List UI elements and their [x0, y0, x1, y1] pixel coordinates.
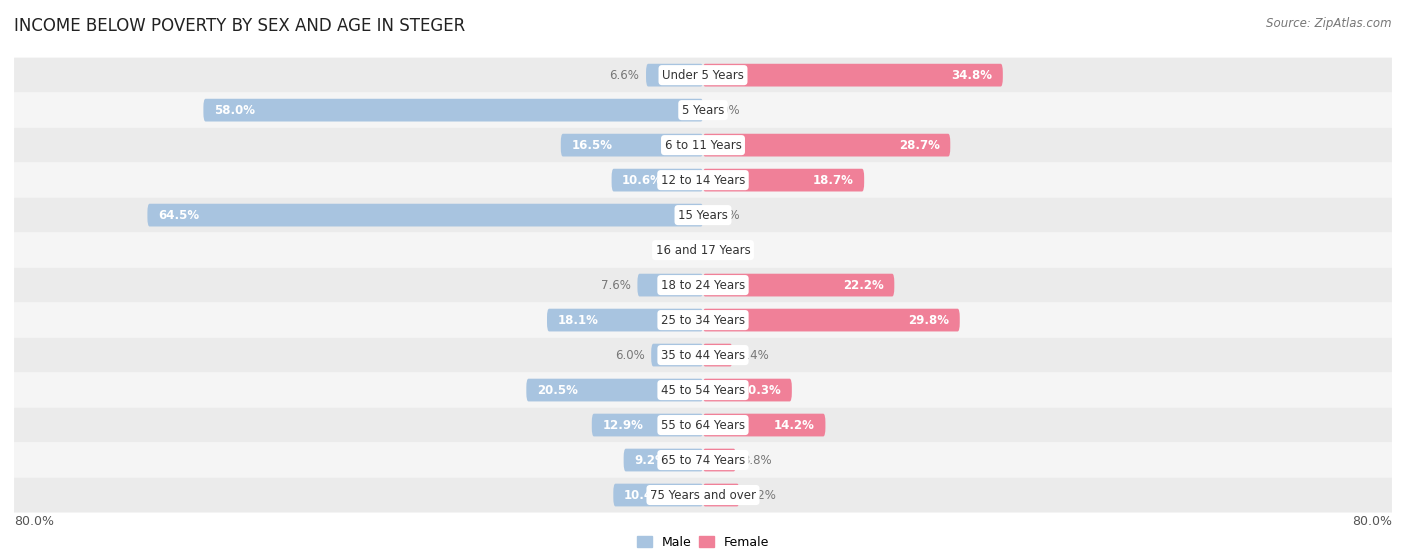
FancyBboxPatch shape	[526, 378, 703, 401]
Text: 75 Years and over: 75 Years and over	[650, 489, 756, 501]
FancyBboxPatch shape	[703, 449, 735, 471]
FancyBboxPatch shape	[547, 309, 703, 331]
FancyBboxPatch shape	[14, 198, 1392, 233]
Text: 6.6%: 6.6%	[609, 69, 640, 82]
Text: 3.4%: 3.4%	[740, 349, 769, 362]
Text: 16 and 17 Years: 16 and 17 Years	[655, 244, 751, 257]
FancyBboxPatch shape	[651, 344, 703, 367]
FancyBboxPatch shape	[14, 127, 1392, 163]
FancyBboxPatch shape	[624, 449, 703, 471]
Text: 18.1%: 18.1%	[557, 314, 599, 326]
Text: 12.9%: 12.9%	[602, 419, 643, 432]
FancyBboxPatch shape	[613, 484, 703, 506]
Text: 18.7%: 18.7%	[813, 174, 853, 187]
FancyBboxPatch shape	[14, 408, 1392, 443]
Text: 0.0%: 0.0%	[710, 244, 740, 257]
Text: 80.0%: 80.0%	[1353, 515, 1392, 528]
Text: 6 to 11 Years: 6 to 11 Years	[665, 139, 741, 151]
Text: 14.2%: 14.2%	[775, 419, 815, 432]
FancyBboxPatch shape	[703, 414, 825, 437]
FancyBboxPatch shape	[148, 203, 703, 226]
FancyBboxPatch shape	[703, 274, 894, 296]
FancyBboxPatch shape	[703, 309, 960, 331]
FancyBboxPatch shape	[14, 268, 1392, 302]
Text: 10.3%: 10.3%	[741, 383, 782, 396]
Text: 65 to 74 Years: 65 to 74 Years	[661, 453, 745, 467]
FancyBboxPatch shape	[14, 233, 1392, 268]
Text: 18 to 24 Years: 18 to 24 Years	[661, 278, 745, 292]
Text: Under 5 Years: Under 5 Years	[662, 69, 744, 82]
FancyBboxPatch shape	[703, 484, 740, 506]
FancyBboxPatch shape	[703, 378, 792, 401]
FancyBboxPatch shape	[14, 338, 1392, 372]
FancyBboxPatch shape	[561, 134, 703, 157]
FancyBboxPatch shape	[592, 414, 703, 437]
FancyBboxPatch shape	[14, 443, 1392, 477]
Text: 58.0%: 58.0%	[214, 103, 254, 117]
Text: 22.2%: 22.2%	[844, 278, 884, 292]
FancyBboxPatch shape	[703, 134, 950, 157]
Text: 29.8%: 29.8%	[908, 314, 949, 326]
Text: 6.0%: 6.0%	[614, 349, 644, 362]
Text: 7.6%: 7.6%	[600, 278, 631, 292]
Text: 3.8%: 3.8%	[742, 453, 772, 467]
Text: 20.5%: 20.5%	[537, 383, 578, 396]
FancyBboxPatch shape	[14, 93, 1392, 127]
FancyBboxPatch shape	[703, 169, 865, 192]
Text: INCOME BELOW POVERTY BY SEX AND AGE IN STEGER: INCOME BELOW POVERTY BY SEX AND AGE IN S…	[14, 17, 465, 35]
Text: 0.0%: 0.0%	[710, 103, 740, 117]
Legend: Male, Female: Male, Female	[631, 531, 775, 554]
FancyBboxPatch shape	[703, 344, 733, 367]
FancyBboxPatch shape	[645, 64, 703, 87]
Text: Source: ZipAtlas.com: Source: ZipAtlas.com	[1267, 17, 1392, 30]
Text: 25 to 34 Years: 25 to 34 Years	[661, 314, 745, 326]
Text: 16.5%: 16.5%	[571, 139, 612, 151]
FancyBboxPatch shape	[14, 372, 1392, 408]
Text: 35 to 44 Years: 35 to 44 Years	[661, 349, 745, 362]
FancyBboxPatch shape	[612, 169, 703, 192]
FancyBboxPatch shape	[204, 99, 703, 121]
Text: 28.7%: 28.7%	[898, 139, 939, 151]
Text: 10.6%: 10.6%	[621, 174, 662, 187]
Text: 5 Years: 5 Years	[682, 103, 724, 117]
Text: 0.0%: 0.0%	[666, 244, 696, 257]
Text: 45 to 54 Years: 45 to 54 Years	[661, 383, 745, 396]
Text: 0.0%: 0.0%	[710, 209, 740, 221]
FancyBboxPatch shape	[637, 274, 703, 296]
Text: 15 Years: 15 Years	[678, 209, 728, 221]
Text: 34.8%: 34.8%	[952, 69, 993, 82]
FancyBboxPatch shape	[703, 64, 1002, 87]
FancyBboxPatch shape	[14, 163, 1392, 198]
FancyBboxPatch shape	[14, 477, 1392, 513]
Text: 10.4%: 10.4%	[624, 489, 665, 501]
Text: 55 to 64 Years: 55 to 64 Years	[661, 419, 745, 432]
Text: 4.2%: 4.2%	[747, 489, 776, 501]
FancyBboxPatch shape	[14, 58, 1392, 93]
Text: 12 to 14 Years: 12 to 14 Years	[661, 174, 745, 187]
FancyBboxPatch shape	[14, 302, 1392, 338]
Text: 64.5%: 64.5%	[157, 209, 200, 221]
Text: 9.2%: 9.2%	[634, 453, 666, 467]
Text: 80.0%: 80.0%	[14, 515, 53, 528]
